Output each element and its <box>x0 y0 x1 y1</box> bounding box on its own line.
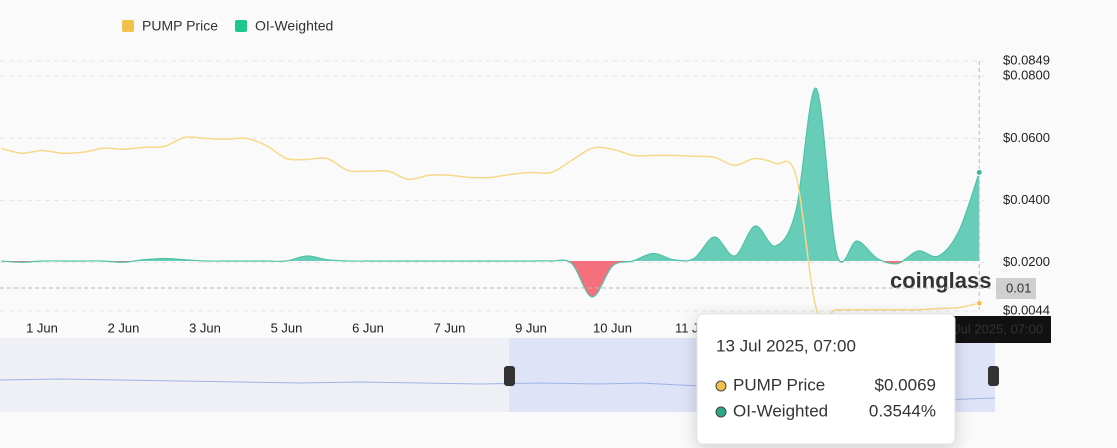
zoom-handle-left[interactable] <box>504 366 515 386</box>
x-tick-label: 6 Jun <box>352 320 384 335</box>
x-tick-label: 9 Jun <box>515 320 547 335</box>
price-line <box>1 136 980 320</box>
tooltip-title: 13 Jul 2025, 07:00 <box>716 336 856 355</box>
y-tick-label: $0.0600 <box>1003 130 1050 145</box>
tooltip-dot <box>715 406 727 418</box>
tooltip-dot <box>715 380 727 392</box>
y-tick-label: $0.0400 <box>1003 192 1050 207</box>
crosshair-y-box <box>996 278 1036 299</box>
oi-point <box>975 168 983 176</box>
plot-area: $0.0849$0.0800 $0.0600 $0.0400 $0.0200 $0.00… <box>0 52 1050 335</box>
tooltip-value: 0.3544% <box>869 401 936 420</box>
x-tick-label: 7 Jun <box>434 320 466 335</box>
y-tick-label: $0.0800 <box>1003 68 1050 83</box>
tooltip-value: $0.0069 <box>875 375 936 394</box>
crosshair-x-label: 13 Jul 2025, 07:00 <box>936 321 1043 336</box>
legend-swatch <box>122 20 134 32</box>
price-point <box>975 299 983 307</box>
watermark: coinglass <box>890 268 991 293</box>
oi-line <box>1 87 980 298</box>
legend-swatch <box>235 20 247 32</box>
tooltip-name: OI-Weighted <box>733 401 828 420</box>
y-tick-label: $0.0044 <box>1003 302 1050 317</box>
tooltip-name: PUMP Price <box>733 375 825 394</box>
x-tick-label: 5 Jun <box>271 320 303 335</box>
y-tick-label: $0.0200 <box>1003 254 1050 269</box>
x-tick-label: 10 Jun <box>593 320 632 335</box>
y-tick-label: $0.0849 <box>1003 52 1050 67</box>
x-tick-label: 3 Jun <box>189 320 221 335</box>
oi-area <box>1 88 980 298</box>
legend: PUMP Price OI-Weighted <box>122 18 333 34</box>
overlay: 0.01 13 Jul 2025, 07:00 13 Jul 2025, 07:00… <box>0 61 1051 445</box>
legend-label: PUMP Price <box>142 18 218 34</box>
crosshair-y-label: 0.01 <box>1006 280 1031 295</box>
legend-label: OI-Weighted <box>255 18 333 34</box>
x-tick-label: 1 Jun <box>26 320 58 335</box>
zoom-handle-right[interactable] <box>988 366 999 386</box>
tooltip <box>696 313 956 445</box>
x-tick-label: 2 Jun <box>108 320 140 335</box>
